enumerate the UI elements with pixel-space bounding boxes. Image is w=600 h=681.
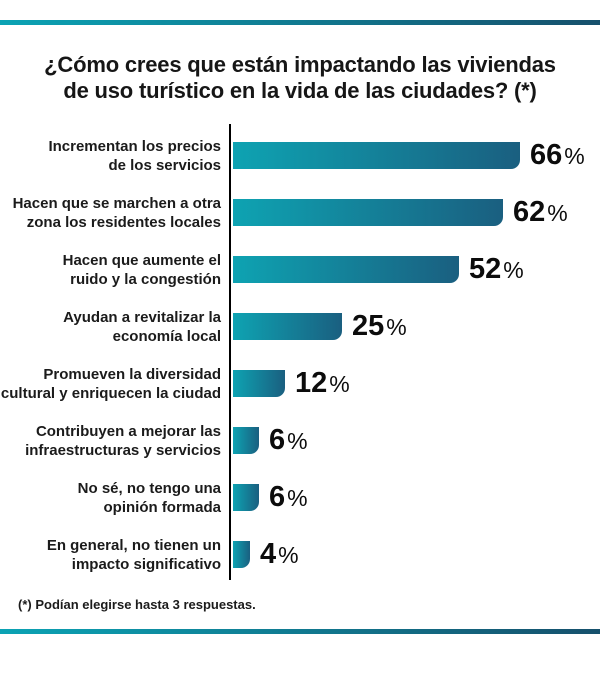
- bottom-accent-rule: [0, 629, 600, 634]
- top-accent-rule: [0, 20, 600, 25]
- bar-zone: 6%: [233, 426, 308, 455]
- value-number: 66: [530, 139, 563, 171]
- category-label-line1: Hacen que aumente el: [62, 251, 221, 269]
- value-label: 66%: [530, 141, 585, 170]
- percent-sign: %: [503, 257, 524, 283]
- infographic: ¿Cómo crees que están impactando las viv…: [0, 20, 600, 634]
- bar: [233, 370, 285, 397]
- value-label: 6%: [269, 426, 308, 455]
- bar-chart: Incrementan los precios de los servicios…: [0, 124, 600, 583]
- category-label-line2: impacto significativo: [71, 555, 221, 573]
- percent-sign: %: [564, 143, 585, 169]
- category-label: Hacen que se marchen a otra zona los res…: [0, 194, 221, 232]
- bar: [233, 313, 342, 340]
- category-label-line2: infraestructuras y servicios: [25, 441, 221, 459]
- category-label-line2: de los servicios: [108, 156, 221, 174]
- category-label-line1: No sé, no tengo una: [77, 479, 221, 497]
- category-label-line2: opinión formada: [103, 498, 222, 516]
- bar-zone: 25%: [233, 312, 407, 341]
- value-label: 25%: [352, 312, 407, 341]
- chart-title: ¿Cómo crees que están impactando las viv…: [8, 52, 592, 104]
- bar: [233, 484, 259, 511]
- bar-row: Contribuyen a mejorar las infraestructur…: [0, 412, 600, 469]
- value-number: 4: [260, 538, 277, 570]
- category-label-line1: Ayudan a revitalizar la: [63, 308, 221, 326]
- value-label: 6%: [269, 483, 308, 512]
- category-label: Promueven la diversidad cultural y enriq…: [0, 365, 221, 403]
- bar: [233, 256, 459, 283]
- category-label-line1: Contribuyen a mejorar las: [35, 422, 221, 440]
- value-number: 52: [469, 253, 502, 285]
- category-label-line2: cultural y enriquecen la ciudad: [0, 384, 221, 402]
- category-label: No sé, no tengo una opinión formada: [0, 479, 221, 517]
- chart-title-line1: ¿Cómo crees que están impactando las viv…: [44, 52, 556, 77]
- bar-row: Hacen que aumente el ruido y la congesti…: [0, 241, 600, 298]
- category-label-line2: economía local: [112, 327, 221, 345]
- category-label-line1: Incrementan los precios: [48, 137, 221, 155]
- category-label: Incrementan los precios de los servicios: [0, 137, 221, 175]
- bar-row: Incrementan los precios de los servicios…: [0, 127, 600, 184]
- percent-sign: %: [386, 314, 407, 340]
- value-label: 4%: [260, 540, 299, 569]
- bar: [233, 199, 503, 226]
- category-label: Hacen que aumente el ruido y la congesti…: [0, 251, 221, 289]
- value-label: 52%: [469, 255, 524, 284]
- category-label: Contribuyen a mejorar las infraestructur…: [0, 422, 221, 460]
- bar-row: En general, no tienen un impacto signifi…: [0, 526, 600, 583]
- value-number: 6: [269, 424, 286, 456]
- percent-sign: %: [287, 485, 308, 511]
- footnote: (*) Podían elegirse hasta 3 respuestas.: [18, 597, 256, 612]
- bar-row: Hacen que se marchen a otra zona los res…: [0, 184, 600, 241]
- value-number: 25: [352, 310, 385, 342]
- bar-row: Ayudan a revitalizar la economía local 2…: [0, 298, 600, 355]
- bar: [233, 427, 259, 454]
- percent-sign: %: [278, 542, 299, 568]
- axis-line: [229, 124, 231, 580]
- value-label: 12%: [295, 369, 350, 398]
- percent-sign: %: [287, 428, 308, 454]
- bar-zone: 4%: [233, 540, 299, 569]
- value-number: 62: [513, 196, 546, 228]
- category-label: Ayudan a revitalizar la economía local: [0, 308, 221, 346]
- category-label-line1: Hacen que se marchen a otra: [12, 194, 221, 212]
- bar-zone: 62%: [233, 198, 568, 227]
- percent-sign: %: [547, 200, 568, 226]
- percent-sign: %: [329, 371, 350, 397]
- bar-zone: 52%: [233, 255, 524, 284]
- chart-title-line2: de uso turístico en la vida de las ciuda…: [63, 78, 537, 103]
- bar: [233, 142, 520, 169]
- category-label: En general, no tienen un impacto signifi…: [0, 536, 221, 574]
- value-label: 62%: [513, 198, 568, 227]
- value-number: 6: [269, 481, 286, 513]
- bar-zone: 66%: [233, 141, 585, 170]
- category-label-line2: zona los residentes locales: [26, 213, 221, 231]
- category-label-line2: ruido y la congestión: [70, 270, 221, 288]
- bar: [233, 541, 250, 568]
- bar-zone: 12%: [233, 369, 350, 398]
- value-number: 12: [295, 367, 328, 399]
- category-label-line1: En general, no tienen un: [46, 536, 221, 554]
- bar-row: No sé, no tengo una opinión formada 6%: [0, 469, 600, 526]
- bar-rows: Incrementan los precios de los servicios…: [0, 127, 600, 583]
- category-label-line1: Promueven la diversidad: [43, 365, 221, 383]
- bar-zone: 6%: [233, 483, 308, 512]
- bar-row: Promueven la diversidad cultural y enriq…: [0, 355, 600, 412]
